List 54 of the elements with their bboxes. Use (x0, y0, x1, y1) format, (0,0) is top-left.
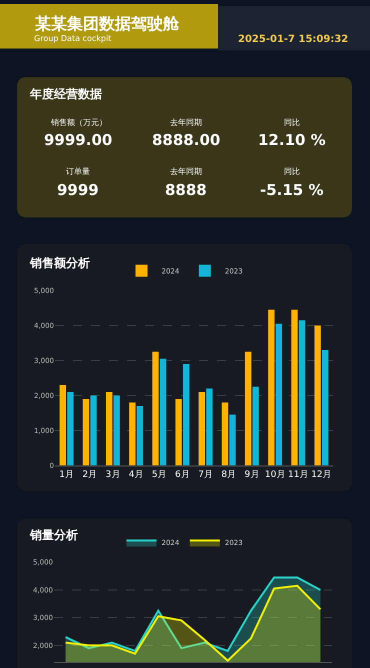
chart-title: 销量分析 (29, 528, 78, 542)
bar (90, 395, 97, 466)
bar (106, 392, 112, 466)
bar (291, 310, 298, 466)
text: Group Data cockpit (34, 34, 112, 43)
chart-title: 销售额分析 (29, 256, 90, 270)
text: 8888.00 (152, 131, 220, 149)
bar (129, 402, 136, 466)
bar (82, 398, 90, 466)
bar (276, 324, 282, 466)
text: 去年同期 (170, 167, 202, 176)
bar (175, 398, 182, 466)
bar (222, 402, 228, 466)
bar (160, 358, 166, 466)
x-tick-label: 6月 (175, 470, 190, 480)
bar (298, 320, 306, 466)
text: 8888 (165, 181, 207, 199)
text: 9999.00 (44, 131, 112, 149)
text: -5.15 % (260, 181, 324, 199)
text: 同比 (284, 167, 300, 176)
x-tick-label: 12月 (311, 470, 332, 480)
text: 9999 (57, 181, 99, 199)
text: 销售额（万元） (50, 118, 107, 127)
bar (113, 395, 120, 466)
x-tick-label: 3月 (106, 470, 120, 480)
bar (198, 392, 206, 466)
bar (229, 414, 236, 466)
bar (60, 384, 66, 466)
text: 订单量 (66, 167, 90, 176)
x-tick-label: 7月 (198, 470, 213, 480)
bar (67, 392, 74, 466)
x-tick-label: 1月 (59, 470, 74, 480)
x-tick-label: 2月 (82, 470, 98, 480)
x-tick-label: 9月 (244, 470, 260, 480)
text: 2025-01-7 15:09:32 (238, 34, 348, 45)
text: 同比 (284, 118, 300, 127)
bar (136, 406, 144, 466)
bar (244, 352, 252, 466)
bar (252, 386, 259, 466)
bar (182, 364, 190, 466)
x-tick-label: 8月 (221, 470, 236, 480)
x-tick-label: 10月 (264, 470, 286, 480)
text: 去年同期 (170, 118, 202, 127)
bar (206, 388, 213, 466)
x-tick-label: 4月 (128, 470, 144, 480)
text: 年度经营数据 (29, 87, 102, 101)
x-tick-label: 5月 (152, 470, 167, 480)
x-tick-label: 11月 (288, 470, 308, 480)
bar (152, 352, 159, 466)
text: 某某集团数据驾驶舱 (34, 14, 180, 33)
bar (268, 310, 275, 466)
text: 12.10 % (258, 131, 326, 149)
bar (322, 350, 328, 466)
bar (314, 326, 321, 466)
